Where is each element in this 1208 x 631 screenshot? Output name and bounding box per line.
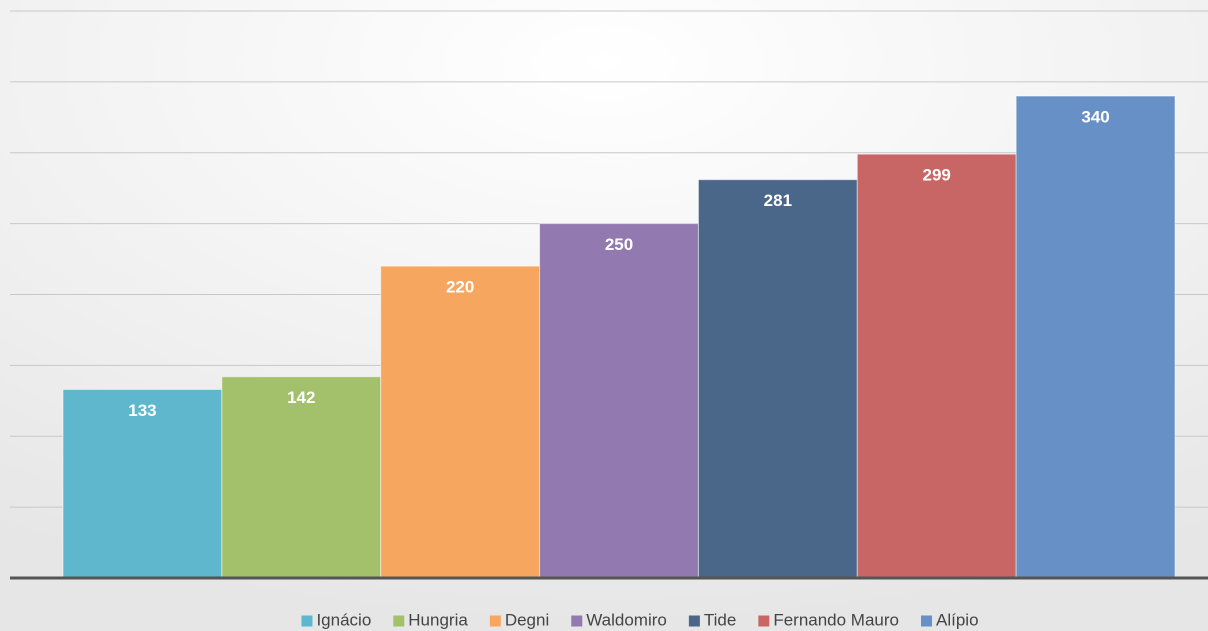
legend-swatch <box>489 615 501 627</box>
bar <box>62 388 223 579</box>
legend-item: Fernando Mauro <box>758 610 899 629</box>
legend-label: Hungria <box>408 610 468 629</box>
bar <box>221 376 382 579</box>
legend-item: Waldomiro <box>571 610 667 629</box>
legend-label: Ignácio <box>316 610 371 629</box>
data-label: 142 <box>287 388 315 407</box>
legend-label: Degni <box>505 610 549 629</box>
legend-swatch <box>393 615 405 627</box>
bar <box>697 179 858 579</box>
data-label: 220 <box>446 278 474 297</box>
legend-swatch <box>758 615 770 627</box>
legend-label: Tide <box>704 610 736 629</box>
legend-swatch <box>688 615 700 627</box>
data-label: 250 <box>605 235 633 254</box>
bar <box>856 153 1017 579</box>
legend-item: Tide <box>688 610 736 629</box>
data-label: 299 <box>923 166 951 185</box>
legend-label: Fernando Mauro <box>773 610 899 629</box>
legend-item: Alípio <box>921 610 979 629</box>
bar <box>539 223 699 579</box>
data-label: 281 <box>764 191 792 210</box>
bar <box>1015 95 1176 579</box>
data-label: 133 <box>128 401 156 420</box>
legend-item: Degni <box>489 610 549 629</box>
legend-swatch <box>301 615 313 627</box>
bar <box>380 265 541 579</box>
legend-item: Ignácio <box>301 610 371 629</box>
legend-item: Hungria <box>393 610 468 629</box>
legend-swatch <box>571 615 583 627</box>
legend-label: Waldomiro <box>586 610 667 629</box>
legend-swatch <box>921 615 933 627</box>
legend-label: Alípio <box>936 610 979 629</box>
data-label: 340 <box>1081 108 1109 127</box>
